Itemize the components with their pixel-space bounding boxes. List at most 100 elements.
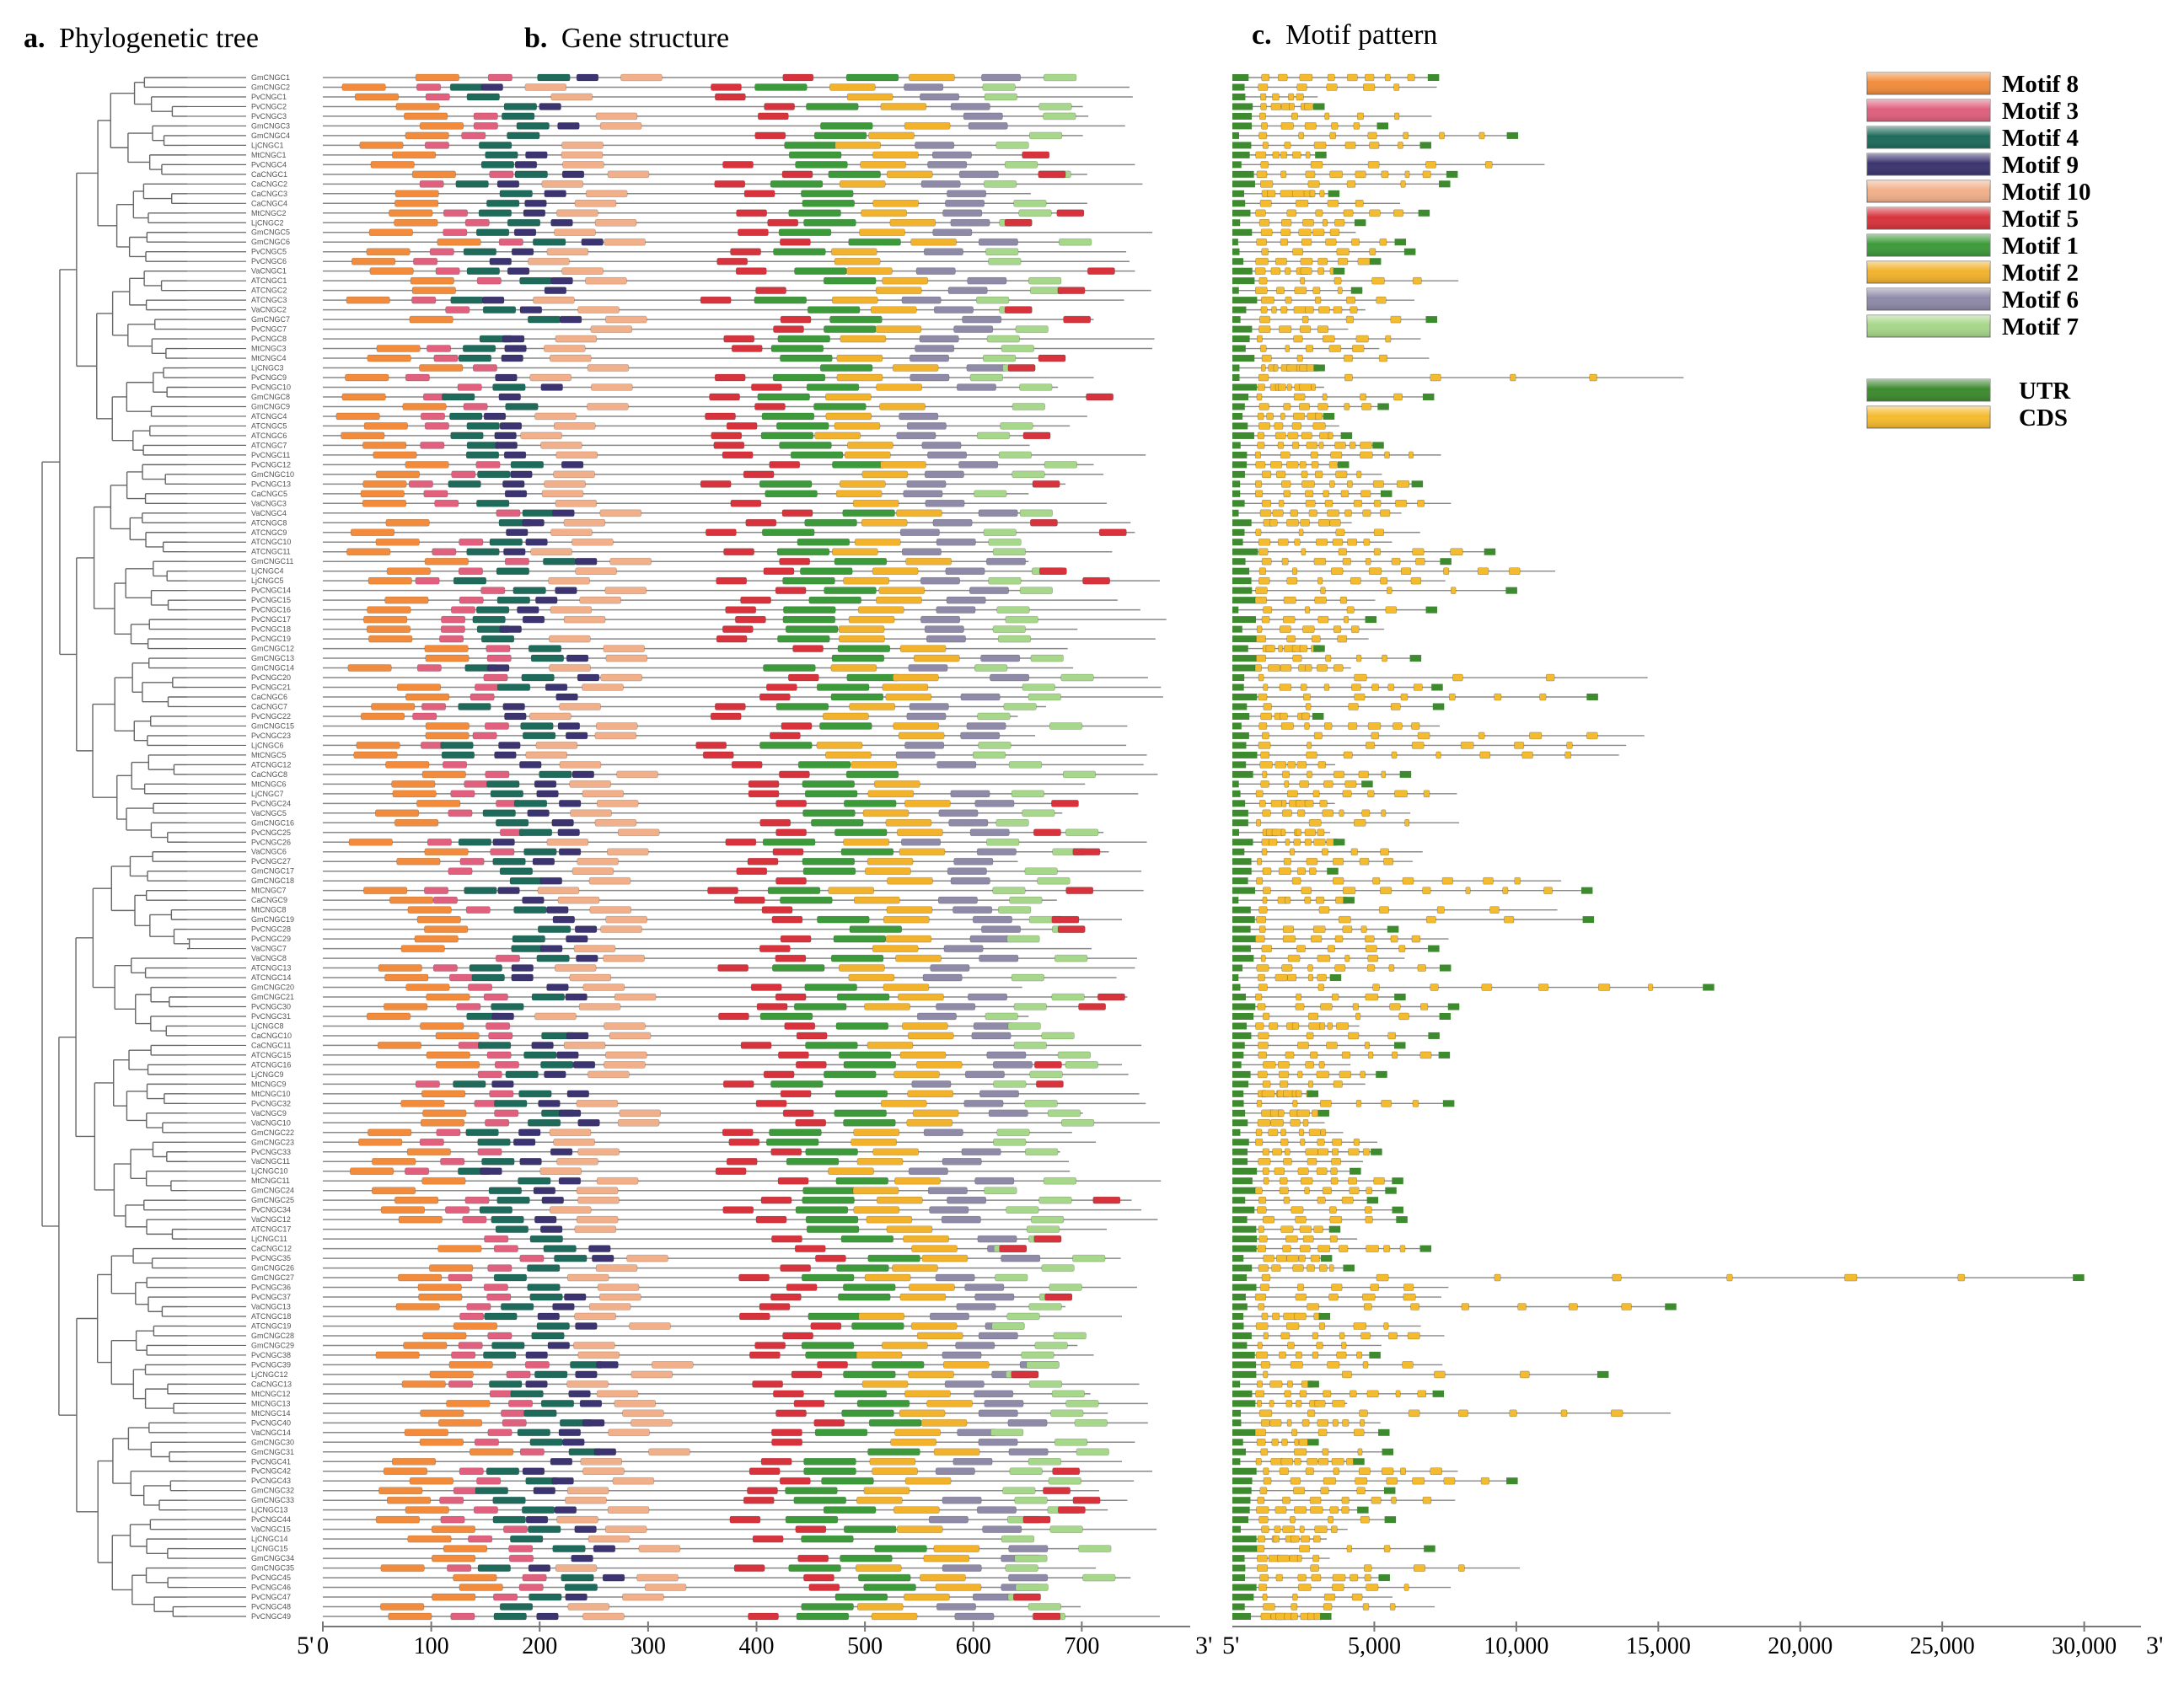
cds-block [1257,1400,1262,1407]
cds-block [1365,993,1379,1001]
cds-block [1299,461,1307,469]
motif-block [750,984,782,991]
motif-block [410,276,454,285]
motif-block [411,287,456,294]
cds-block [1280,451,1291,459]
motif-block [907,1032,954,1040]
cds-block [1379,238,1387,246]
panel-c-letter: c. [1252,19,1272,51]
motif-block [974,1293,1015,1301]
motif-block [557,122,580,130]
gene-label: GmCNGC32 [251,1487,294,1495]
motif-block [716,635,748,643]
motif-block [496,954,520,962]
cds-block [1413,1564,1425,1572]
motif-block [533,1187,556,1194]
motif-block [449,412,483,421]
motif-block [579,1400,603,1407]
motif-block [770,1148,802,1156]
legend-swatch-gloss [1867,261,1990,283]
motif-block [1057,287,1086,294]
cds-block [1381,809,1387,817]
cds-block [1529,732,1543,740]
cds-block [1296,828,1302,837]
motif-block [735,267,767,275]
motif-block [1054,954,1088,962]
cds-block [1260,1448,1269,1456]
motif-block [772,964,825,972]
utr-block [1232,1022,1248,1030]
motif-block [527,809,550,817]
motif-block [510,1535,544,1543]
utr-block [1232,761,1247,769]
utr-block [1313,103,1325,110]
cds-block [1400,180,1406,188]
motif-block [1057,1506,1086,1514]
motif-block [1065,828,1099,837]
cds-block [1957,1273,1966,1282]
cds-block [1299,403,1310,410]
motif-block [767,887,821,894]
cds-block [1255,1022,1264,1030]
gene-label: GmCNGC11 [251,557,293,565]
cds-block [1307,1012,1319,1021]
legend-label: Motif 9 [2002,152,2079,179]
utr-block [1232,1100,1244,1107]
cds-block [1334,964,1346,972]
motif-block [1054,1438,1088,1446]
cds-block [1291,422,1302,430]
gene-label: VaCNGC7 [251,945,287,953]
utr-block [1232,645,1248,652]
cds-block [1307,1157,1317,1166]
cds-block [1302,218,1314,227]
motif-block [802,1187,856,1194]
cds-block [1348,722,1358,730]
utr-block [1369,1351,1381,1359]
motif-block [840,1235,894,1243]
gene-label: LjCNGC1 [251,141,284,149]
motif-block [863,1584,916,1591]
motif-block [757,393,810,401]
motif-block [491,1215,524,1224]
motif-block [443,761,467,769]
cds-block [1256,964,1269,972]
motif-block [779,1477,811,1485]
cds-block [1363,1303,1372,1310]
motif-block [489,538,523,546]
legend-item: Motif 1 [1866,233,2079,260]
motif-block [502,480,525,488]
motif-block [459,857,485,866]
cds-block [1478,131,1485,140]
motif-block [978,1332,1018,1340]
motif-block [759,1012,813,1021]
cds-block [1391,557,1401,565]
motif-block [784,142,837,149]
motif-block [1015,325,1049,333]
cds-block [1344,354,1353,362]
motif-block [471,973,505,982]
legend-label: CDS [2019,405,2068,431]
motif-block [492,1515,526,1524]
motif-block [504,345,527,352]
motif-block [831,654,885,662]
motif-block [473,122,498,130]
motif-block [1014,1554,1048,1562]
cds-block [1334,218,1345,227]
motif-block [782,1109,814,1118]
motif-block [448,480,481,488]
motif-block [386,567,431,575]
motif-block [811,818,864,827]
utr-block [1232,683,1244,691]
cds-block [1360,393,1366,401]
gene-label: PvCNGC31 [251,1012,291,1021]
utr-block [1411,480,1424,488]
motif-block [521,673,555,682]
cds-block [1263,1012,1270,1021]
motif-block [525,1351,548,1359]
cds-block [1285,896,1291,904]
cds-block [1335,528,1345,537]
motif-block [836,1264,889,1272]
gene-label: PvCNGC19 [251,635,291,643]
motif-block [986,335,1020,343]
motif-block [805,1351,858,1359]
